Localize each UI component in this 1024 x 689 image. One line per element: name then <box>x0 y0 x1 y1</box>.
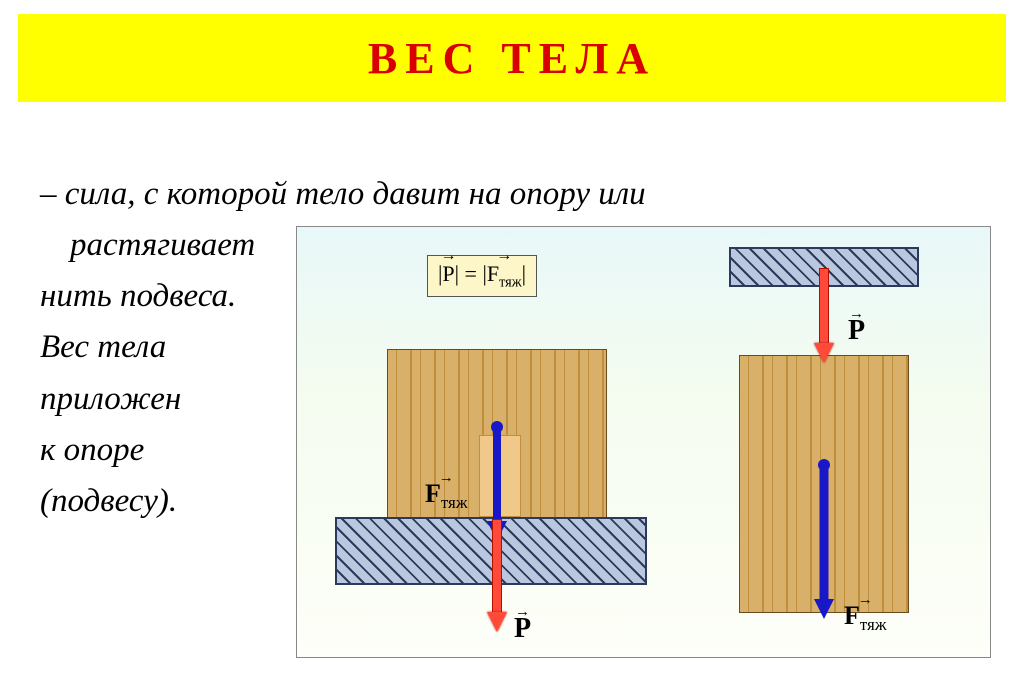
title-banner: ВЕС ТЕЛА <box>18 14 1006 102</box>
vector-arrowhead <box>814 343 834 363</box>
force-label: →Fтяж <box>844 597 887 635</box>
force-label: →Fтяж <box>425 475 468 513</box>
force-label: →P <box>848 311 865 347</box>
vector-shaft <box>493 520 501 612</box>
page-title: ВЕС ТЕЛА <box>368 33 656 84</box>
vector-arrowhead <box>487 612 507 632</box>
physics-diagram: |P| = |Fтяж| →Fтяж →P →P →Fтяж <box>296 226 991 658</box>
force-label: →P <box>514 609 531 645</box>
formula-box: |P| = |Fтяж| <box>427 255 537 297</box>
vector-shaft <box>820 465 829 599</box>
def-line-1: – сила, с которой тело давит на опору ил… <box>40 169 984 220</box>
vector-shaft <box>820 269 828 343</box>
vector-arrowhead <box>814 599 834 619</box>
vector-shaft <box>493 427 501 521</box>
